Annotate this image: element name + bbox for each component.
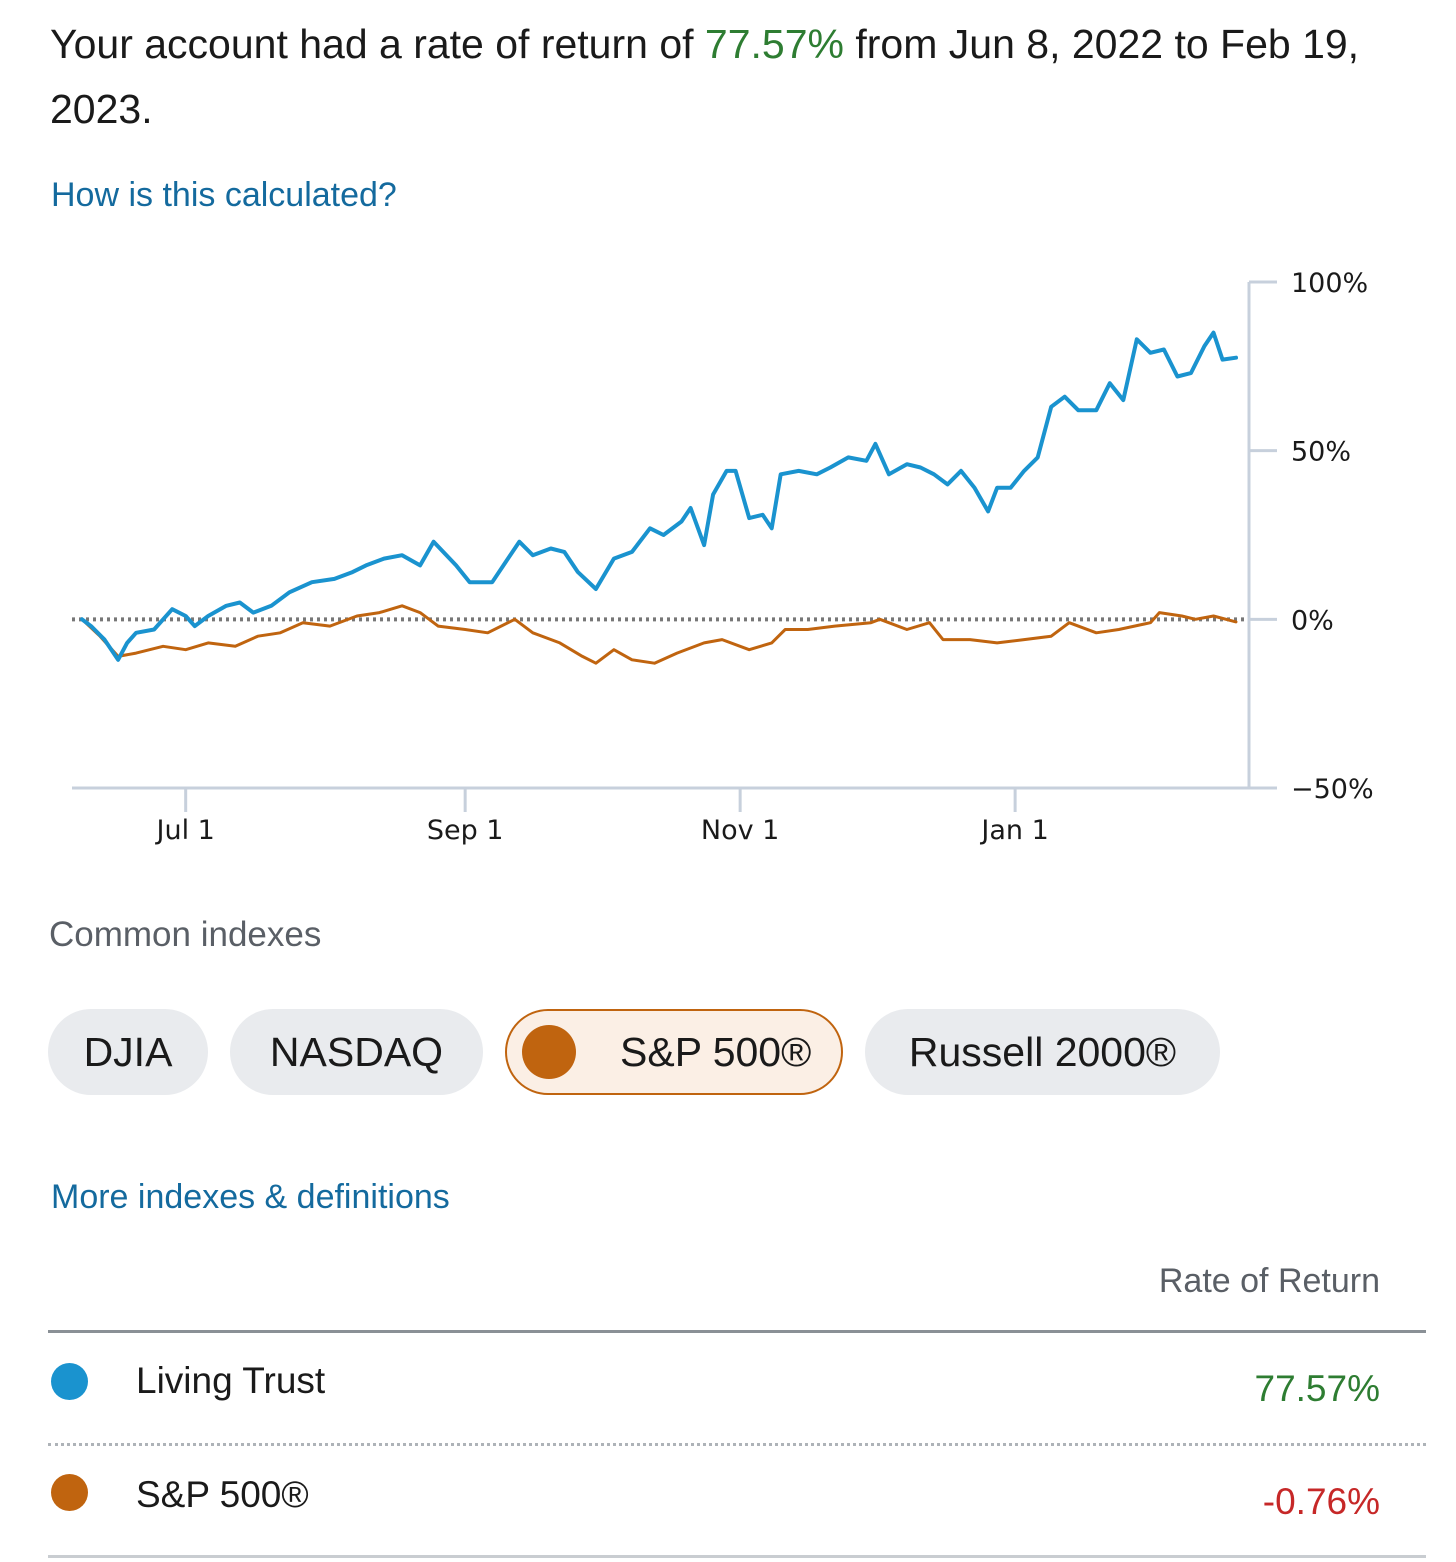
summary-suffix: from Jun 8, 2022 to Feb 19, 2023. bbox=[50, 21, 1360, 132]
index-chip-russell-2000[interactable]: Russell 2000® bbox=[865, 1009, 1220, 1095]
row-value: 77.57% bbox=[1254, 1368, 1381, 1409]
chip-label: DJIA bbox=[83, 1028, 173, 1075]
row-value: -0.76% bbox=[1262, 1481, 1380, 1522]
summary-prefix: Your account had a rate of return of bbox=[50, 21, 705, 67]
index-chip-djia[interactable]: DJIA bbox=[48, 1009, 208, 1095]
x-tick-label: Sep 1 bbox=[427, 815, 504, 846]
more-indexes-link[interactable]: More indexes & definitions bbox=[51, 1178, 450, 1216]
row-name: Living Trust bbox=[136, 1360, 326, 1401]
y-tick-label: 100% bbox=[1291, 268, 1368, 299]
series-line-account bbox=[80, 330, 1238, 662]
table-header-divider bbox=[48, 1330, 1426, 1333]
y-tick-label: 50% bbox=[1291, 437, 1351, 468]
summary-rate: 77.57% bbox=[704, 21, 844, 67]
common-indexes-label: Common indexes bbox=[49, 915, 322, 954]
chip-label: NASDAQ bbox=[269, 1028, 444, 1075]
how-calculated-link[interactable]: How is this calculated? bbox=[51, 176, 397, 214]
rate-of-return-chart: 100% 50% 0% −50% Jul 1 Sep 1 Nov 1 Jan 1 bbox=[72, 268, 1374, 846]
table-bottom-border bbox=[48, 1555, 1426, 1558]
sp500-dot-icon bbox=[51, 1474, 88, 1511]
rate-of-return-header: Rate of Return bbox=[1158, 1262, 1380, 1300]
account-dot-icon bbox=[51, 1363, 88, 1400]
series-line-sp500 bbox=[80, 604, 1238, 665]
x-tick-label: Jan 1 bbox=[979, 815, 1048, 846]
return-summary: Your account had a rate of return of 77.… bbox=[50, 12, 1440, 142]
x-tick-label: Nov 1 bbox=[701, 815, 779, 846]
sp500-dot-icon bbox=[522, 1025, 576, 1079]
chip-label: Russell 2000® bbox=[908, 1028, 1177, 1075]
row-name: S&P 500® bbox=[136, 1474, 309, 1515]
index-chip-nasdaq[interactable]: NASDAQ bbox=[230, 1009, 483, 1095]
row-divider bbox=[48, 1443, 1426, 1446]
index-chip-sp500[interactable]: S&P 500® bbox=[505, 1009, 843, 1095]
x-tick-label: Jul 1 bbox=[155, 815, 215, 846]
chip-label: S&P 500® bbox=[620, 1028, 812, 1075]
y-tick-label: 0% bbox=[1291, 605, 1334, 636]
y-tick-label: −50% bbox=[1291, 774, 1374, 805]
